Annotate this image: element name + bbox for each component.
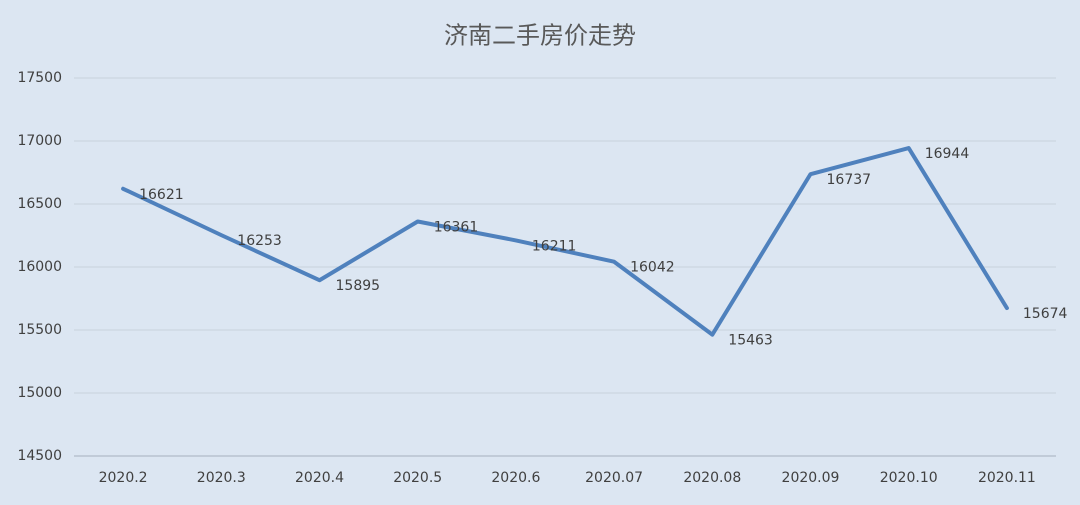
data-label: 15674: [1023, 306, 1068, 322]
data-label: 16042: [630, 260, 675, 276]
data-label: 15895: [336, 278, 381, 294]
data-label: 16361: [434, 220, 479, 236]
y-tick-label: 16500: [17, 196, 62, 212]
data-label: 16253: [237, 233, 282, 249]
x-tick-label: 2020.08: [683, 470, 741, 486]
data-label: 16621: [139, 187, 184, 203]
chart-title: 济南二手房价走势: [444, 22, 636, 50]
x-tick-label: 2020.4: [295, 470, 344, 486]
x-tick-label: 2020.3: [197, 470, 246, 486]
x-tick-label: 2020.11: [978, 470, 1036, 486]
data-label: 16737: [827, 172, 872, 188]
data-label: 16944: [925, 146, 970, 162]
x-tick-label: 2020.6: [491, 470, 540, 486]
y-tick-label: 14500: [17, 448, 62, 464]
y-tick-label: 16000: [17, 259, 62, 275]
y-tick-label: 15000: [17, 385, 62, 401]
data-label: 15463: [728, 333, 773, 349]
data-label: 16211: [532, 238, 577, 254]
x-tick-label: 2020.07: [585, 470, 643, 486]
x-tick-label: 2020.5: [393, 470, 442, 486]
y-tick-label: 15500: [17, 322, 62, 338]
x-tick-label: 2020.09: [782, 470, 840, 486]
y-tick-label: 17500: [17, 70, 62, 86]
x-tick-label: 2020.10: [880, 470, 938, 486]
line: [121, 146, 1009, 337]
y-tick-label: 17000: [17, 133, 62, 149]
x-tick-label: 2020.2: [99, 470, 148, 486]
